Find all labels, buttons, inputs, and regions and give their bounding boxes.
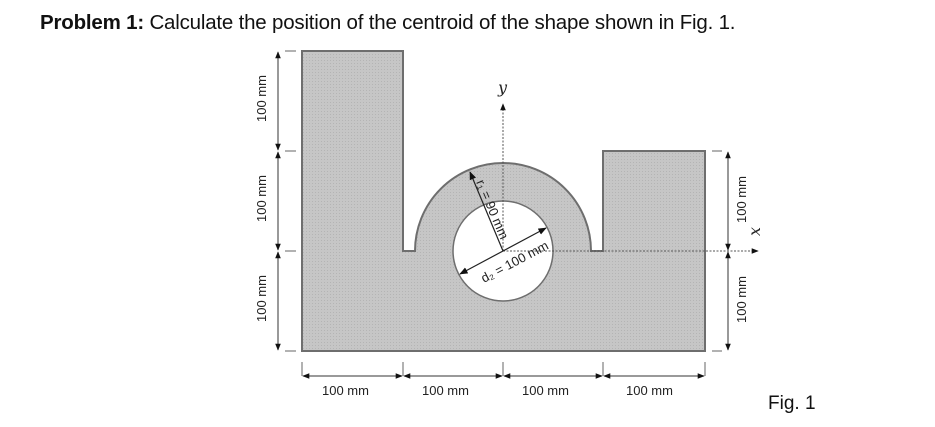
svg-text:100 mm: 100 mm — [734, 276, 749, 323]
svg-text:100 mm: 100 mm — [422, 383, 469, 398]
left-dimension: 100 mm 100 mm 100 mm — [254, 50, 296, 352]
problem-statement: Problem 1: Calculate the position of the… — [40, 11, 735, 35]
y-axis-label: y — [497, 78, 508, 97]
problem-text: Calculate the position of the centroid o… — [143, 11, 736, 34]
right-dimension: 100 mm 100 mm — [712, 150, 749, 352]
svg-text:100 mm: 100 mm — [322, 383, 369, 398]
svg-text:100 mm: 100 mm — [626, 383, 673, 398]
svg-text:100 mm: 100 mm — [522, 383, 569, 398]
svg-text:100 mm: 100 mm — [734, 176, 749, 223]
problem-label: Problem 1: — [40, 11, 144, 34]
svg-text:100 mm: 100 mm — [254, 175, 269, 222]
x-axis-label: x — [745, 227, 764, 236]
svg-text:100 mm: 100 mm — [254, 275, 269, 322]
svg-text:100 mm: 100 mm — [254, 75, 269, 122]
figure-caption: Fig. 1 — [768, 393, 816, 414]
bottom-dimension: 100 mm 100 mm 100 mm 100 mm — [301, 362, 706, 398]
diameter-arrow — [459, 227, 547, 275]
